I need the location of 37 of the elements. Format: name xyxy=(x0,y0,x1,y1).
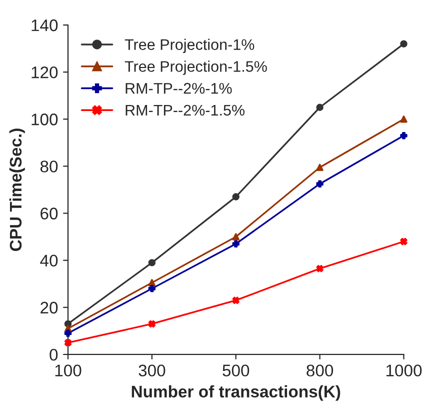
y-tick-label: 60 xyxy=(40,208,58,220)
point xyxy=(400,40,408,48)
point xyxy=(232,193,240,200)
point xyxy=(64,339,72,346)
point xyxy=(400,116,408,123)
point xyxy=(400,132,408,140)
legend-label: Tree Projection-1% xyxy=(124,38,254,54)
x-tick-label: 1000 xyxy=(386,364,422,376)
y-tick-label: 140 xyxy=(32,19,58,32)
x-tick-label: 500 xyxy=(222,364,250,376)
point xyxy=(316,104,324,111)
point xyxy=(400,238,408,246)
y-tick-label: 120 xyxy=(32,66,58,78)
y-axis-title: CPU Time(Sec.) xyxy=(9,128,25,251)
point xyxy=(232,296,240,304)
point xyxy=(148,320,156,328)
legend-label: RM-TP--2%-1.5% xyxy=(126,104,245,116)
x-tick-label: 800 xyxy=(306,364,334,376)
y-tick-label: 0 xyxy=(50,348,58,361)
y-tick-label: 100 xyxy=(32,114,58,126)
legend-label: RM-TP--2%-1% xyxy=(126,82,232,94)
point xyxy=(232,233,240,240)
y-tick-label: 20 xyxy=(40,302,58,314)
x-tick-label: 300 xyxy=(138,364,166,376)
legend-label: Tree Projection-1.5% xyxy=(124,60,267,75)
point xyxy=(148,259,156,266)
y-tick-label: 40 xyxy=(40,254,58,267)
x-axis-title: Number of transactions(K) xyxy=(132,385,340,401)
point xyxy=(316,180,324,188)
point xyxy=(316,164,324,171)
point xyxy=(64,330,72,337)
point xyxy=(148,284,156,292)
point xyxy=(316,264,324,272)
x-tick-label: 100 xyxy=(55,364,82,376)
point xyxy=(148,279,156,286)
point xyxy=(232,240,240,248)
y-tick-label: 80 xyxy=(40,160,58,172)
